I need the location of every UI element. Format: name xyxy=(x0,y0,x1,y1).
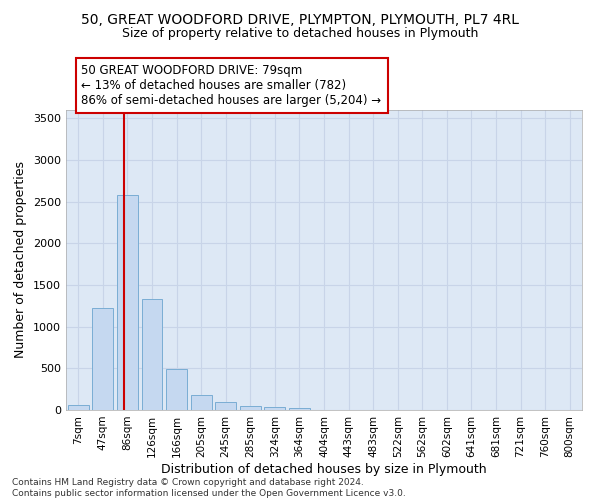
Bar xyxy=(191,394,212,410)
Bar xyxy=(240,406,261,410)
Bar xyxy=(215,402,236,410)
Text: Contains HM Land Registry data © Crown copyright and database right 2024.
Contai: Contains HM Land Registry data © Crown c… xyxy=(12,478,406,498)
Bar xyxy=(92,308,113,410)
Bar xyxy=(117,195,138,410)
Bar xyxy=(68,406,89,410)
X-axis label: Distribution of detached houses by size in Plymouth: Distribution of detached houses by size … xyxy=(161,462,487,475)
Bar xyxy=(142,299,163,410)
Y-axis label: Number of detached properties: Number of detached properties xyxy=(14,162,28,358)
Text: 50 GREAT WOODFORD DRIVE: 79sqm
← 13% of detached houses are smaller (782)
86% of: 50 GREAT WOODFORD DRIVE: 79sqm ← 13% of … xyxy=(82,64,382,107)
Text: 50, GREAT WOODFORD DRIVE, PLYMPTON, PLYMOUTH, PL7 4RL: 50, GREAT WOODFORD DRIVE, PLYMPTON, PLYM… xyxy=(81,12,519,26)
Bar xyxy=(166,369,187,410)
Text: Size of property relative to detached houses in Plymouth: Size of property relative to detached ho… xyxy=(122,28,478,40)
Bar xyxy=(289,408,310,410)
Bar xyxy=(265,406,286,410)
